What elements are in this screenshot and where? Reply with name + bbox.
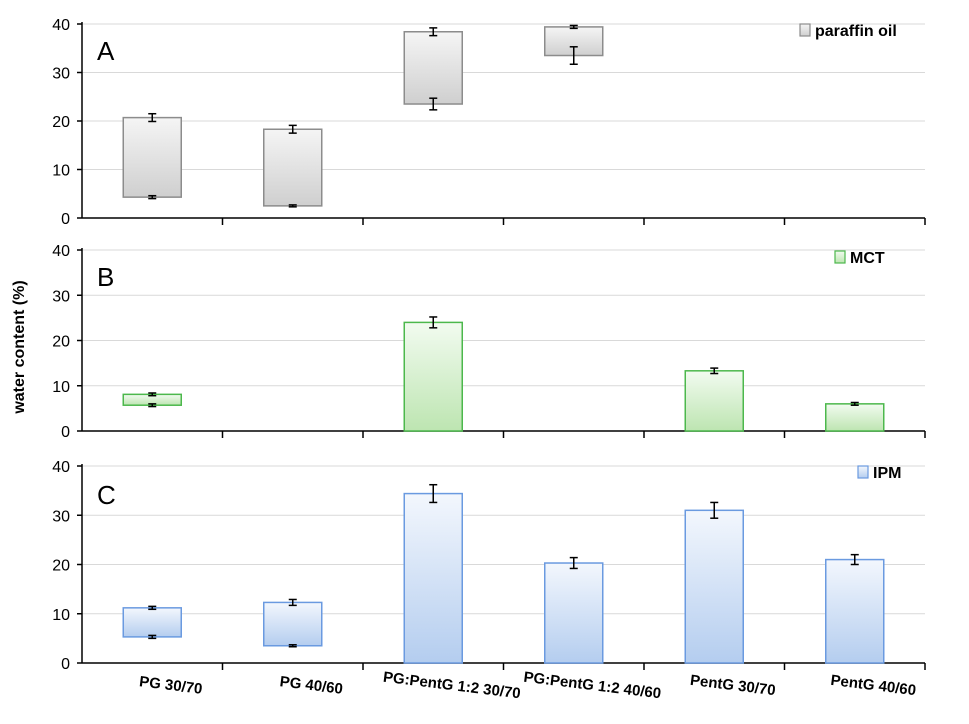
y-tick-label: 10 (52, 607, 70, 624)
legend-label: paraffin oil (815, 23, 897, 40)
panel-letter: B (97, 262, 114, 292)
bar-pg-30-70 (122, 116, 182, 198)
y-tick-label: 40 (52, 243, 70, 260)
legend-swatch (834, 250, 846, 264)
y-tick-label: 0 (61, 656, 70, 673)
bar-pentg-30-70 (684, 370, 744, 432)
bar-pg-30-70 (122, 607, 182, 638)
bar-pg-pentg-1-2-30-70 (403, 492, 463, 664)
legend-swatch (857, 465, 869, 479)
y-tick-label: 40 (52, 17, 70, 34)
x-category-label: PG:PentG 1:2 40/60 (523, 669, 662, 703)
x-category-label: PentG 30/70 (689, 672, 776, 699)
bar-pentg-40-60 (825, 558, 885, 664)
y-tick-label: 20 (52, 558, 70, 575)
panel-b: 0 10 20 30 40 B MCT (52, 243, 926, 441)
panel-letter: A (97, 36, 115, 66)
bar-pg-40-60 (263, 128, 323, 207)
bar-pg-40-60 (263, 601, 323, 647)
y-tick-label: 20 (52, 114, 70, 131)
legend-swatch (799, 23, 811, 37)
x-category-label: PentG 40/60 (830, 672, 917, 699)
y-tick-label: 30 (52, 288, 70, 305)
legend-label: MCT (850, 250, 885, 267)
bar-pg-pentg-1-2-30-70 (403, 31, 463, 105)
bar-pentg-40-60 (825, 403, 885, 432)
y-tick-label: 40 (52, 459, 70, 476)
bar-pg-pentg-1-2-40-60 (544, 562, 604, 664)
legend-label: IPM (873, 465, 901, 482)
y-tick-label: 10 (52, 163, 70, 180)
y-tick-label: 30 (52, 66, 70, 83)
x-category-label: PG 40/60 (279, 673, 344, 698)
x-category-label: PG 30/70 (138, 673, 203, 698)
bar-pentg-30-70 (684, 509, 744, 664)
y-tick-label: 0 (61, 211, 70, 228)
y-tick-label: 20 (52, 334, 70, 351)
y-tick-label: 0 (61, 424, 70, 441)
panel-c: 0 10 20 30 40 C IPM (52, 459, 926, 673)
bar-pg-pentg-1-2-30-70 (403, 321, 463, 432)
panel-letter: C (97, 480, 116, 510)
y-tick-label: 10 (52, 379, 70, 396)
y-axis-label: water content (%) (11, 280, 28, 414)
y-tick-label: 30 (52, 508, 70, 525)
x-category-label: PG:PentG 1:2 30/70 (382, 669, 521, 703)
